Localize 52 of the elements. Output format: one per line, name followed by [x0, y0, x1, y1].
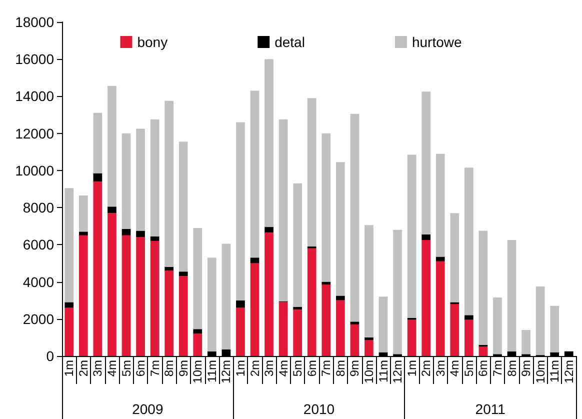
y-tick-label: 14000: [15, 88, 54, 104]
x-tick-label: 7m: [490, 360, 504, 377]
x-tick-label: 2m: [76, 360, 90, 377]
x-tick-label: 5m: [119, 360, 134, 377]
x-tick-label: 11m: [376, 360, 390, 382]
x-tick-label: 4m: [448, 360, 462, 377]
x-tick-label: 1m: [233, 360, 248, 377]
x-tick-label: 6m: [476, 360, 490, 377]
x-tick-label: 12m: [390, 360, 405, 384]
x-tick-label: 9m: [348, 360, 362, 377]
x-tick-label: 12m: [562, 360, 576, 384]
y-tick-label: 10000: [15, 162, 54, 178]
x-tick-label: 8m: [333, 360, 348, 377]
text: 2010: [303, 401, 335, 417]
x-tick-label: 10m: [362, 360, 376, 384]
x-tick-label: 6m: [134, 360, 148, 377]
x-tick-label: 3m: [90, 360, 105, 377]
y-tick-label: 18000: [15, 14, 54, 30]
y-tick-label: 6000: [22, 236, 54, 253]
x-tick-label: 1m: [62, 360, 76, 377]
x-tick-label: 4m: [104, 360, 119, 377]
x-tick-label: 7m: [319, 360, 334, 377]
x-tick-label: 7m: [148, 360, 162, 377]
x-tick-label: 9m: [176, 360, 190, 377]
x-tick-label: 4m: [276, 360, 290, 377]
x-tick-label: 11m: [204, 360, 219, 382]
x-tick-label: 3m: [433, 360, 448, 377]
x-tick-label: 11m: [548, 360, 562, 382]
legend-label: hurtowe: [412, 34, 462, 50]
x-tick-label: 5m: [462, 360, 476, 377]
x-tick-label: 6m: [304, 360, 319, 377]
legend-label: bony: [137, 34, 168, 50]
y-tick-label: 2000: [22, 310, 54, 327]
x-tick-label: 10m: [533, 360, 548, 384]
y-tick-label: 16000: [15, 51, 54, 68]
x-tick-label: 9m: [519, 360, 534, 377]
y-tick-label: 4000: [22, 274, 54, 290]
y-tick-label: 8000: [22, 200, 54, 216]
text: 2009: [132, 401, 164, 417]
text: 2011: [475, 401, 506, 417]
x-tick-label: 8m: [162, 360, 176, 377]
x-tick-label: 5m: [290, 360, 305, 377]
x-tick-label: 10m: [190, 360, 205, 384]
x-tick-label: 8m: [504, 360, 519, 377]
y-tick-label: 12000: [15, 125, 54, 142]
legend-label: detal: [274, 34, 305, 50]
x-tick-label: 2m: [419, 360, 434, 377]
x-tick-label: 12m: [219, 360, 234, 384]
x-tick-label: 1m: [404, 360, 419, 377]
x-tick-label: 3m: [262, 360, 276, 377]
x-tick-label: 2m: [248, 360, 262, 377]
y-tick-label: 0: [46, 348, 54, 364]
